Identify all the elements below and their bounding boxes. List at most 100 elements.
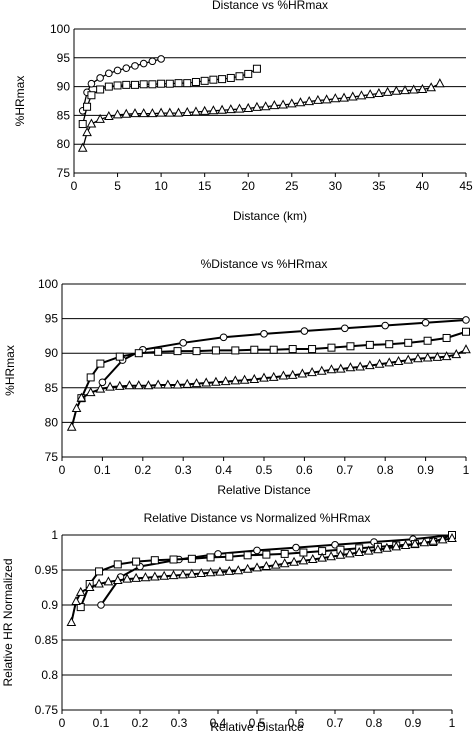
x-tick-label: 0.1 — [94, 463, 111, 477]
chart-panel-2: 75 80 85 90 95 100 0 0.1 0.2 0.3 0.4 0.5 0.6 0.7 0.8 0.… — [3, 257, 471, 497]
data-point-triangle — [95, 383, 106, 393]
data-point-triangle — [249, 373, 260, 383]
data-point-triangle — [201, 377, 212, 387]
data-point-square — [139, 80, 148, 89]
data-point-diamond — [105, 69, 113, 78]
data-point-triangle — [344, 548, 355, 558]
data-point-diamond — [148, 57, 157, 66]
x-axis-label: Relative Distance — [217, 483, 311, 497]
data-point-triangle — [168, 570, 179, 580]
data-point-triangle — [95, 113, 105, 123]
data-point-triangle — [182, 106, 193, 117]
y-tick-label: 75 — [57, 166, 71, 180]
data-point-triangle — [289, 556, 299, 566]
y-tick-label: 0.75 — [35, 703, 59, 717]
x-tick-label: 1 — [449, 716, 456, 730]
data-point-square — [299, 548, 308, 557]
data-point-square — [192, 347, 201, 356]
data-point-square — [243, 551, 252, 560]
data-point-triangle — [105, 381, 115, 391]
x-tick-label: 35 — [372, 179, 386, 193]
data-point-triangle — [279, 558, 290, 568]
data-point-diamond — [139, 59, 148, 68]
y-tick-label: 85 — [57, 108, 71, 122]
y-tick-label: 100 — [38, 277, 58, 291]
data-point-triangle — [233, 565, 244, 575]
y-tick-label: 80 — [57, 137, 71, 151]
data-point-square — [183, 79, 192, 88]
data-point-triangle — [66, 421, 77, 431]
data-point-triangle — [326, 364, 337, 374]
data-point-triangle — [432, 351, 443, 361]
data-point-triangle — [252, 101, 262, 111]
y-axis-label: %HRmax — [3, 345, 17, 396]
data-point-triangle — [451, 349, 462, 359]
data-point-square — [218, 75, 227, 84]
data-point-triangle — [307, 367, 317, 377]
data-point-triangle — [268, 371, 279, 381]
data-point-triangle — [345, 362, 356, 372]
data-point-square — [78, 120, 87, 129]
data-point-triangle — [159, 570, 170, 580]
data-point-square — [269, 345, 278, 354]
data-point-triangle — [347, 91, 358, 101]
data-point-square — [404, 338, 413, 347]
data-point-triangle — [384, 357, 395, 367]
data-point-diamond — [292, 543, 300, 552]
x-tick-label: 15 — [198, 179, 212, 193]
data-point-triangle — [164, 107, 175, 117]
data-point-triangle — [234, 103, 245, 113]
data-point-triangle — [382, 86, 393, 96]
data-point-triangle — [330, 93, 341, 103]
x-tick-label: 10 — [154, 179, 168, 193]
data-point-triangle — [124, 380, 135, 390]
data-point-triangle — [269, 100, 280, 110]
data-point-square — [130, 80, 139, 89]
data-point-square — [150, 556, 159, 565]
data-point-diamond — [260, 330, 268, 338]
data-point-triangle — [355, 361, 365, 371]
data-point-triangle — [356, 90, 367, 100]
series-diamond — [78, 55, 165, 115]
data-point-triangle — [143, 380, 154, 390]
data-point-triangle — [122, 573, 132, 583]
chart-title: Distance vs %HRmax — [212, 0, 328, 12]
data-point-triangle — [428, 535, 439, 545]
data-point-triangle — [391, 85, 402, 95]
data-point-triangle — [191, 106, 201, 116]
chart-title: %Distance vs %HRmax — [201, 257, 328, 271]
data-point-square — [462, 327, 470, 336]
x-tick-label: 0.9 — [405, 716, 422, 730]
data-point-triangle — [422, 352, 433, 362]
data-point-triangle — [363, 545, 374, 555]
data-point-triangle — [393, 355, 404, 366]
data-point-diamond — [122, 64, 131, 72]
data-point-triangle — [71, 595, 81, 605]
x-tick-label: 0.1 — [93, 716, 110, 730]
data-point-triangle — [435, 78, 445, 88]
data-point-diamond — [421, 318, 430, 327]
y-tick-label: 0.9 — [41, 598, 58, 612]
x-tick-label: 0.7 — [327, 716, 344, 730]
data-point-triangle — [339, 92, 349, 102]
data-point-triangle — [173, 107, 184, 117]
data-point-square — [122, 80, 131, 89]
x-tick-label: 0.4 — [215, 463, 232, 477]
data-point-square — [308, 345, 317, 354]
data-point-square — [174, 79, 183, 88]
data-point-triangle — [112, 109, 123, 119]
x-tick-label: 0.6 — [296, 463, 313, 477]
data-point-triangle — [205, 567, 216, 577]
data-point-diamond — [462, 316, 470, 324]
data-point-square — [115, 352, 124, 361]
data-point-square — [76, 603, 85, 612]
data-point-triangle — [220, 376, 231, 386]
y-axis-label: Relative HR Normalized — [1, 558, 15, 686]
data-point-square — [327, 343, 336, 352]
data-point-diamond — [87, 79, 96, 88]
data-point-square — [154, 347, 163, 356]
data-point-triangle — [354, 546, 365, 556]
series-line-square — [82, 68, 258, 125]
data-point-square — [262, 550, 271, 559]
data-point-square — [96, 359, 105, 368]
